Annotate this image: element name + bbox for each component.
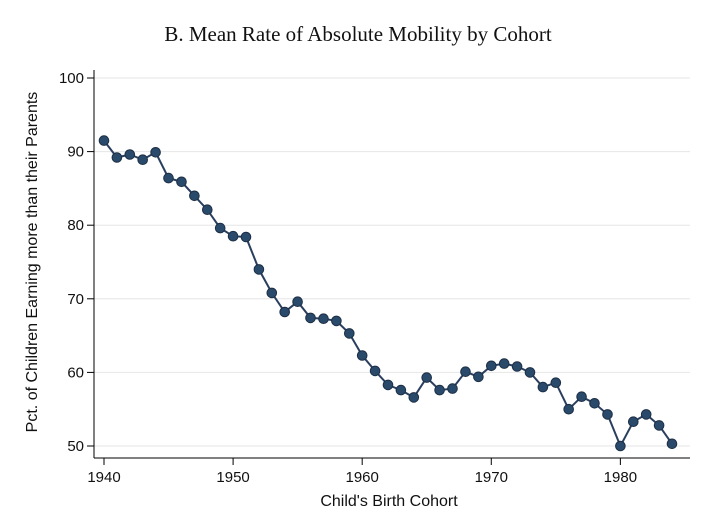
x-tick-label: 1960 [345,469,378,486]
data-point [576,391,587,403]
data-point [176,176,187,188]
data-point [331,315,342,327]
data-point [305,312,316,324]
data-point [640,409,652,420]
gridlines [94,77,690,447]
y-tick-label: 60 [67,364,84,381]
data-point [550,377,562,389]
data-point [447,383,458,394]
data-point [344,328,355,339]
data-point [227,230,239,242]
data-point [240,231,252,243]
data-point [150,147,161,158]
data-point [511,361,523,372]
y-axis-label: Pct. of Children Earning more than their… [24,92,41,433]
data-point [563,403,575,415]
y-tick-label: 100 [59,70,84,87]
axes [87,70,690,465]
y-tick-label: 50 [67,438,84,455]
data-point [460,366,471,378]
data-point [202,204,213,215]
data-point [589,398,600,409]
x-tick-label: 1980 [604,469,637,486]
y-tick-label: 90 [67,144,84,161]
data-point [395,384,407,396]
data-point [524,367,536,378]
data-point [163,172,174,184]
tick-labels: 50 60 70 80 90 100 1940 1950 1960 1970 1980 [59,70,637,486]
data-point [666,438,678,450]
data-point [279,306,291,318]
data-point [253,264,265,275]
data-point [292,296,303,308]
x-axis-label: Child's Birth Cohort [320,493,458,510]
data-series [98,135,678,452]
x-tick-label: 1950 [216,469,249,486]
data-point [318,313,329,325]
data-point [214,222,226,234]
x-tick-label: 1940 [87,469,120,486]
data-point [369,365,381,377]
data-point [434,384,445,396]
data-point [137,154,148,165]
data-point [473,371,484,383]
data-point [124,149,136,160]
series-line [103,139,673,449]
data-point [266,287,278,299]
data-point [537,381,549,393]
data-point [98,135,110,146]
data-point [408,392,420,403]
y-tick-label: 80 [67,217,84,234]
data-point [653,420,665,431]
data-point [615,440,626,452]
chart-title: B. Mean Rate of Absolute Mobility by Coh… [164,22,551,46]
data-point [602,409,613,420]
data-point [382,379,394,391]
data-point [628,416,639,428]
data-point [498,358,510,369]
data-point [486,360,497,372]
y-tick-label: 70 [67,291,84,308]
data-point [111,152,123,163]
data-point [421,372,433,383]
data-point [356,350,368,361]
data-point [189,190,200,202]
x-tick-label: 1970 [475,469,508,486]
